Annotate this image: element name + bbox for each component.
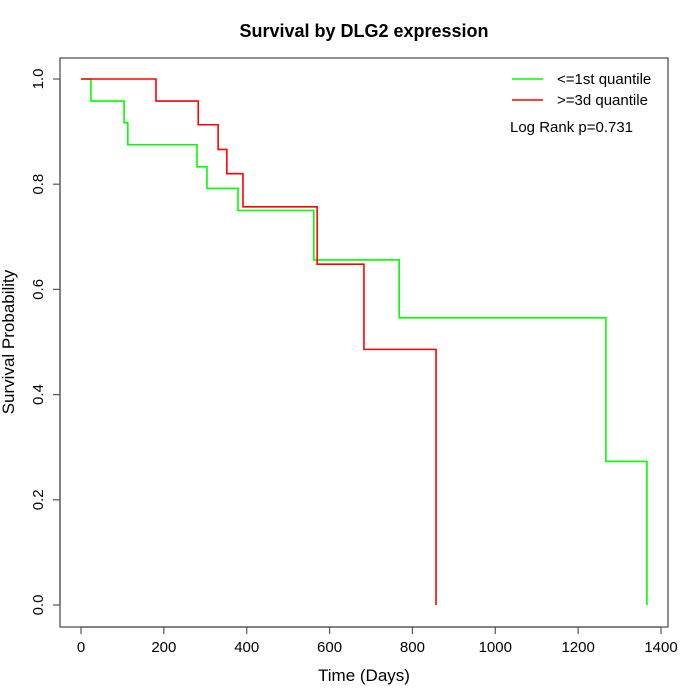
x-axis: 0 200 400 600 800 1000 1200 1400 xyxy=(77,626,678,656)
x-tick-label: 0 xyxy=(77,639,85,656)
y-tick-label: 0.8 xyxy=(30,174,47,195)
y-tick-label: 0.6 xyxy=(30,279,47,300)
legend-label: <=1st quantile xyxy=(557,71,651,88)
x-tick-label: 1000 xyxy=(479,639,512,656)
x-tick-label: 1200 xyxy=(561,639,594,656)
y-axis: 0.0 0.2 0.4 0.6 0.8 1.0 xyxy=(30,69,61,616)
y-tick-label: 1.0 xyxy=(30,69,47,90)
x-tick-label: 200 xyxy=(151,639,176,656)
y-axis-label: Survival Probability xyxy=(0,269,18,414)
chart-title: Survival by DLG2 expression xyxy=(239,21,488,41)
x-tick-label: 400 xyxy=(234,639,259,656)
y-tick-label: 0.2 xyxy=(30,489,47,510)
survival-curve-high xyxy=(81,78,437,605)
log-rank-annotation: Log Rank p=0.731 xyxy=(510,119,633,136)
x-tick-label: 600 xyxy=(317,639,342,656)
series-group xyxy=(81,78,648,605)
y-tick-label: 0.0 xyxy=(30,595,47,616)
y-tick-label: 0.4 xyxy=(30,384,47,405)
x-tick-label: 800 xyxy=(400,639,425,656)
x-axis-label: Time (Days) xyxy=(318,666,410,685)
legend-label: >=3d quantile xyxy=(557,92,648,109)
x-tick-label: 1400 xyxy=(644,639,677,656)
survival-curve-low xyxy=(81,78,648,605)
legend: <=1st quantile >=3d quantile xyxy=(512,71,651,109)
